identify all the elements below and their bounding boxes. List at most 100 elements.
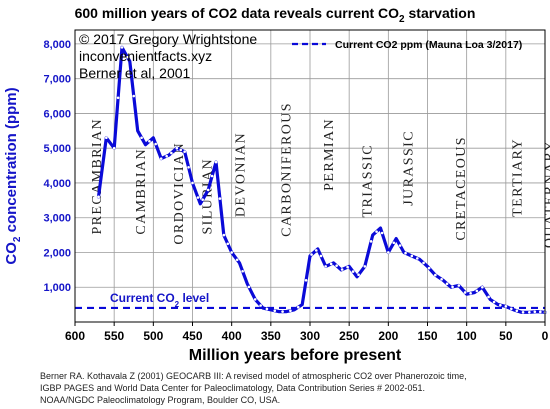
credit-line: inconvenientfacts.xyz (79, 48, 212, 64)
y-axis-label: CO2 concentration (ppm) (3, 87, 23, 264)
x-tick-label: 600 (65, 329, 85, 343)
y-tick-label: 3,000 (43, 213, 71, 225)
x-tick-label: 550 (104, 329, 124, 343)
x-tick-label: 350 (261, 329, 281, 343)
title-prefix: 600 million years of CO2 data reveals cu… (74, 5, 400, 21)
period-label: JURASSIC (402, 130, 417, 206)
period-label: CRETACEOUS (454, 136, 469, 241)
data-point (265, 307, 269, 311)
title-suffix: starvation (404, 5, 476, 21)
data-point (206, 188, 210, 192)
source-line-3: NOAA/NGDC Paleoclimatology Program, Boul… (40, 395, 281, 405)
x-axis-label: Million years before present (189, 347, 402, 364)
y-tick-label: 7,000 (43, 74, 71, 86)
data-point (247, 285, 251, 289)
x-tick-label: 50 (499, 329, 513, 343)
data-point (187, 166, 190, 169)
data-point (357, 273, 360, 277)
data-point (154, 142, 157, 146)
data-point (510, 307, 513, 311)
current-level-label: Current CO2 level (110, 291, 209, 309)
data-point (369, 240, 373, 243)
data-point (165, 154, 168, 158)
data-point (281, 310, 284, 313)
data-point (179, 148, 183, 152)
period-label: QUATERNARY (543, 140, 550, 248)
data-point (375, 230, 378, 233)
data-point (218, 197, 222, 200)
data-point (528, 310, 531, 314)
period-label: TERTIARY (511, 138, 526, 217)
data-point (97, 195, 100, 199)
data-point (363, 265, 367, 268)
data-point (148, 139, 151, 143)
data-point (457, 284, 461, 287)
data-point (387, 251, 390, 254)
x-tick-label: 100 (457, 329, 477, 343)
grid-layer (75, 30, 545, 322)
data-point (116, 96, 120, 100)
data-point (398, 244, 402, 247)
data-point (404, 251, 407, 255)
source-line-2: IGBP PAGES and World Data Center for Pal… (40, 383, 426, 393)
period-label: PERMIAN (322, 118, 337, 191)
data-point (445, 282, 449, 286)
data-point (314, 249, 318, 252)
data-point (451, 285, 454, 289)
data-point (475, 289, 479, 293)
x-tick-label: 400 (222, 329, 242, 343)
period-label: CARBONIFEROUS (280, 102, 295, 237)
x-tick-label: 300 (300, 329, 320, 343)
data-point (427, 266, 431, 270)
data-point (346, 265, 349, 269)
data-point (521, 310, 525, 314)
data-point (273, 309, 277, 313)
data-point (259, 304, 262, 307)
data-point (196, 196, 200, 199)
data-point (416, 257, 419, 260)
data-point (440, 277, 443, 281)
data-point (499, 303, 502, 307)
data-point (159, 157, 163, 160)
co2-series (96, 45, 547, 314)
x-tick-label: 500 (143, 329, 163, 343)
period-label: CAMBRIAN (134, 148, 149, 235)
credit-line: © 2017 Gregory Wrightstone (79, 31, 257, 47)
y-tick-label: 2,000 (43, 247, 71, 259)
data-point (140, 136, 143, 140)
x-tick-label: 150 (417, 329, 437, 343)
source-line-1: Berner RA. Kothavala Z (2001) GEOCARB II… (40, 371, 467, 381)
data-point (410, 254, 414, 258)
period-label: DEVONIAN (234, 132, 249, 217)
data-point (126, 55, 129, 59)
x-tick-label: 0 (542, 329, 549, 343)
title-subscript: 2 (399, 13, 405, 25)
chart-title: 600 million years of CO2 data reveals cu… (0, 5, 550, 25)
data-point (310, 253, 313, 256)
data-point (340, 268, 344, 271)
data-point (191, 181, 194, 185)
current-level-line: Current CO2 level (75, 291, 545, 310)
data-point (289, 309, 292, 313)
data-point (214, 160, 218, 164)
data-point (324, 265, 327, 268)
data-point (469, 292, 472, 295)
data-point (504, 305, 508, 308)
data-point (380, 231, 384, 235)
data-point (230, 251, 233, 254)
data-point (210, 174, 214, 178)
x-tick-label: 450 (182, 329, 202, 343)
x-tick-label: 250 (339, 329, 359, 343)
data-point (351, 270, 355, 273)
data-point (253, 298, 257, 301)
period-label: TRIASSIC (361, 144, 376, 217)
data-point (241, 269, 244, 273)
data-point (175, 146, 179, 150)
credits: © 2017 Gregory Wrightstoneinconvenientfa… (79, 31, 257, 81)
data-point (422, 261, 425, 265)
data-point (201, 198, 204, 201)
data-point (487, 295, 490, 299)
data-point (120, 46, 124, 49)
data-point (112, 146, 116, 150)
y-tick-label: 6,000 (43, 108, 71, 120)
